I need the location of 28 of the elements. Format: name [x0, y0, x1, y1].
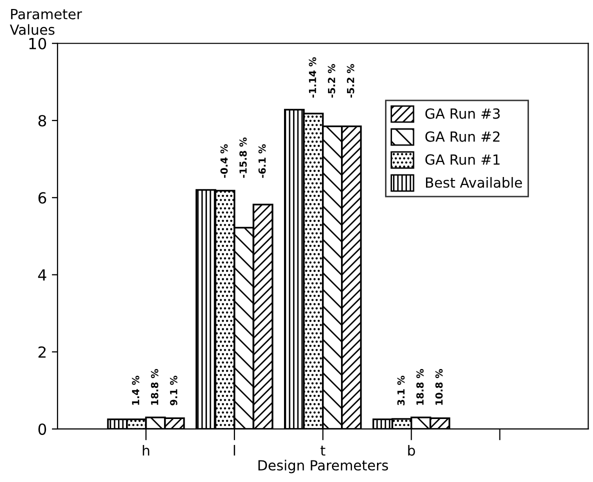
annotation: 18.8 % [150, 369, 158, 405]
y-tick-label: 4 [38, 269, 46, 281]
y-tick-label: 8 [38, 114, 46, 127]
x-tick-label: l [234, 444, 236, 456]
annotation: -1.14 % [308, 57, 316, 98]
annotation: -5.2 % [346, 64, 354, 98]
y-axis-title: Parameter Values [10, 9, 82, 35]
x-tick-label: t [320, 446, 326, 456]
y-tick-label: 2 [38, 346, 46, 358]
annotation: -6.1 % [258, 144, 266, 178]
annotation: -5.2 % [328, 64, 336, 98]
y-tick-label: 10 [29, 38, 46, 50]
legend-label: GA Run #2 [425, 131, 500, 142]
annotation: 9.1 % [170, 376, 178, 406]
annotation: 1.4 % [132, 376, 140, 405]
x-tick-label: b [408, 444, 415, 456]
x-tick-label: h [142, 444, 150, 456]
legend-label: GA Run #3 [425, 108, 500, 119]
annotation: 10.8 % [435, 369, 443, 405]
y-tick-label: 0 [38, 423, 46, 435]
x-axis-title: Design Paremeters [258, 460, 388, 474]
y-tick-label: 6 [38, 192, 46, 204]
annotation: 3.1 % [397, 376, 405, 406]
annotation: -15.8 % [239, 138, 247, 178]
legend-label: GA Run #1 [425, 154, 500, 165]
legend-label: Best Available [426, 177, 522, 188]
annotation: -0.4 % [220, 144, 228, 178]
annotation: 18.8 % [416, 369, 424, 405]
